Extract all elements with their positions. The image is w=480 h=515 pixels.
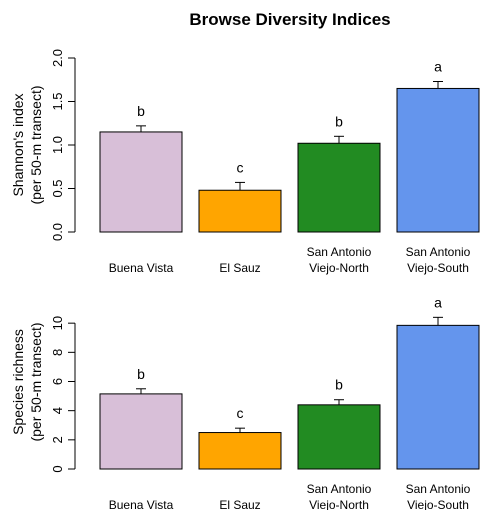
x-tick-label: San Antonio [307,245,372,259]
chart-title: Browse Diversity Indices [189,10,390,29]
x-tick-label: Viejo-South [407,261,469,275]
bar [99,131,183,233]
significance-letter: c [237,405,244,421]
significance-letter: a [434,58,442,74]
significance-letter: a [434,294,442,310]
y-tick-label: 2 [50,436,65,443]
x-tick-label: Viejo-North [309,498,369,510]
bar [297,404,381,470]
y-axis-label-line1: Shannon's index [10,93,26,196]
y-axis-label-line1: Species richness [10,329,26,435]
significance-letter: b [335,377,343,393]
y-axis-label-line2: (per 50-m transect) [28,322,44,441]
y-tick-label: 0.0 [50,223,65,241]
x-tick-label: Buena Vista [109,261,174,275]
plot-area-richness: 0 2 4 6 8 10 b Buena Vista c El Sauz b San Antonio V… [50,294,480,512]
y-tick-label: 6 [50,378,65,385]
bar [297,142,381,233]
x-tick-label: Viejo-South [407,498,469,510]
y-tick-label: 1.5 [50,92,65,110]
bar [99,393,183,470]
x-tick-label: Buena Vista [109,498,174,510]
y-tick-label: 2.0 [50,49,65,67]
bar [198,432,282,470]
significance-letter: b [137,103,145,119]
y-tick-label: 0 [50,465,65,472]
y-tick-label: 4 [50,407,65,414]
y-tick-label: 8 [50,349,65,356]
panel-shannon-index: Shannon's index (per 50-m transect) 0.00… [10,49,480,275]
x-tick-label: San Antonio [406,482,471,496]
significance-letter: b [335,113,343,129]
x-tick-label: El Sauz [219,498,260,510]
panel-species-richness: Species richness (per 50-m transect) 0 2 4… [10,294,480,512]
x-tick-label: Viejo-North [309,261,369,275]
significance-letter: b [137,366,145,382]
bar [396,87,480,233]
y-axis-label-line2: (per 50-m transect) [28,85,44,204]
x-tick-label: El Sauz [219,261,260,275]
y-tick-label: 0.5 [50,179,65,197]
bar [198,189,282,233]
x-tick-label: San Antonio [307,482,372,496]
bar [396,324,480,470]
x-tick-label: San Antonio [406,245,471,259]
significance-letter: c [237,159,244,175]
y-tick-label: 10 [50,316,65,330]
y-tick-label: 1.0 [50,136,65,154]
plot-area-shannon: 0.0 0.5 1.0 1.5 2.0 b Buena Vista c El Sauz b San … [50,49,480,275]
